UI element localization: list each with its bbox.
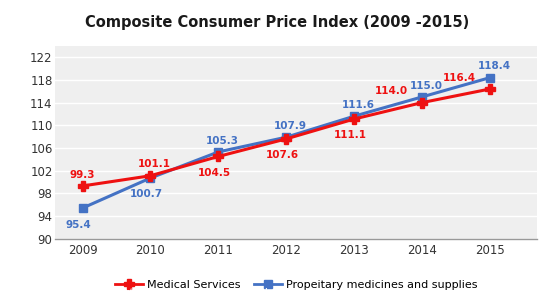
Text: 95.4: 95.4 (65, 219, 91, 230)
Text: 111.1: 111.1 (334, 130, 366, 140)
Text: 104.5: 104.5 (198, 168, 230, 178)
Text: 107.6: 107.6 (265, 150, 299, 160)
Text: 101.1: 101.1 (138, 159, 171, 170)
Text: 107.9: 107.9 (274, 121, 307, 131)
Text: 118.4: 118.4 (478, 61, 511, 71)
Text: Source : Annual Report on the Consumer Price Index 2015: Source : Annual Report on the Consumer P… (7, 288, 325, 298)
Text: Composite Consumer Price Index (2009 -2015): Composite Consumer Price Index (2009 -20… (85, 15, 469, 30)
Text: 114.0: 114.0 (375, 86, 408, 96)
Text: 100.7: 100.7 (130, 189, 163, 200)
Text: 111.6: 111.6 (342, 100, 375, 110)
Text: 99.3: 99.3 (70, 170, 95, 180)
Text: 115.0: 115.0 (409, 80, 443, 91)
Text: 105.3: 105.3 (206, 136, 239, 146)
Text: 116.4: 116.4 (443, 73, 476, 83)
Legend: Medical Services, Propeitary medicines and supplies: Medical Services, Propeitary medicines a… (111, 275, 482, 295)
